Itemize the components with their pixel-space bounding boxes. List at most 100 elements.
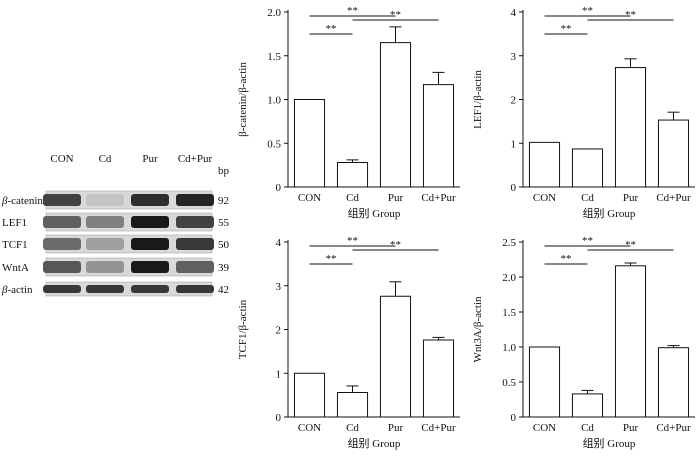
y-axis-label: LEF1/β-actin (472, 70, 484, 129)
significance-label: ** (347, 5, 358, 17)
bar (422, 84, 455, 188)
blot-band (131, 285, 169, 293)
western-blot-panel: CON Cd Pur Cd+Pur bp β-catenin 92 LEF1 55 TCF1 50 W… (0, 0, 240, 460)
blot-bp-value: 50 (218, 239, 230, 251)
blot-row-label: β-actin (1, 284, 33, 296)
significance-label: ** (625, 239, 636, 251)
western-blot-svg: CON Cd Pur Cd+Pur bp β-catenin 92 LEF1 55 TCF1 50 W… (1, 153, 230, 297)
y-tick-label: 3 (511, 51, 517, 63)
blot-band (131, 238, 169, 250)
blot-band (43, 285, 81, 293)
y-tick-label: 0 (276, 182, 282, 194)
x-tick-label: Pur (388, 422, 404, 434)
blot-band (43, 194, 81, 206)
blot-row-label: LEF1 (2, 217, 27, 229)
y-tick-label: 1.0 (502, 342, 516, 354)
blot-bp-value: 55 (218, 217, 230, 229)
y-tick-label: 0 (511, 412, 517, 424)
significance-label: ** (326, 253, 337, 265)
bar (571, 148, 604, 188)
blot-band (131, 194, 169, 206)
x-tick-label: Cd (581, 422, 594, 434)
chart-wnt3a: 0 0.5 1.0 1.5 2.0 2.5 CON Cd Pur Cd+Pur ** ** ** 组别 G… (465, 230, 700, 460)
blot-row-label: β-catenin (1, 195, 43, 207)
bar (422, 339, 455, 418)
blot-column-label: Cd+Pur (178, 153, 213, 165)
y-tick-label: 4 (511, 7, 517, 19)
y-tick-label: 3 (276, 281, 282, 293)
y-tick-label: 1.5 (267, 51, 281, 63)
x-tick-label: Cd (346, 422, 359, 434)
blot-band (43, 261, 81, 273)
blot-band (86, 216, 124, 228)
blot-row-label: TCF1 (2, 239, 28, 251)
y-tick-label: 1.0 (267, 95, 281, 107)
x-tick-label: Cd (581, 192, 594, 204)
blot-column-label: Cd (99, 153, 112, 165)
y-tick-label: 0.5 (502, 377, 516, 389)
x-tick-label: Pur (623, 422, 639, 434)
y-tick-label: 0 (276, 412, 282, 424)
y-tick-label: 2.0 (267, 7, 281, 19)
bar (614, 265, 647, 418)
bar (657, 119, 690, 188)
y-tick-label: 1.5 (502, 307, 516, 319)
blot-column-label: Pur (142, 153, 158, 165)
x-tick-label: Cd+Pur (421, 192, 456, 204)
blot-band (86, 285, 124, 293)
x-axis-label: 组别 Group (583, 206, 636, 220)
bar (336, 162, 369, 188)
bar (379, 295, 412, 418)
y-axis-label: β-catenin/β-actin (237, 62, 249, 137)
blot-band (86, 238, 124, 250)
blot-band (176, 261, 214, 273)
bar (336, 392, 369, 418)
significance-label: ** (390, 9, 401, 21)
significance-label: ** (561, 23, 572, 35)
bar (528, 346, 561, 418)
x-tick-label: Cd+Pur (656, 192, 691, 204)
bar (293, 372, 326, 418)
y-tick-label: 0.5 (267, 138, 281, 150)
y-tick-label: 1 (276, 368, 282, 380)
y-tick-label: 4 (276, 237, 282, 249)
x-axis-label: 组别 Group (348, 436, 401, 450)
blot-band (131, 261, 169, 273)
bar (293, 99, 326, 188)
y-tick-label: 0 (511, 182, 517, 194)
x-tick-label: Pur (388, 192, 404, 204)
significance-label: ** (347, 235, 358, 247)
x-axis-label: 组别 Group (583, 436, 636, 450)
bar (528, 141, 561, 188)
y-tick-label: 2 (511, 95, 517, 107)
x-tick-label: Cd+Pur (421, 422, 456, 434)
blot-band (43, 216, 81, 228)
x-tick-label: Cd (346, 192, 359, 204)
significance-label: ** (561, 253, 572, 265)
x-tick-label: CON (533, 422, 556, 434)
bar (379, 42, 412, 188)
x-tick-label: CON (533, 192, 556, 204)
blot-band (176, 285, 214, 293)
significance-label: ** (582, 5, 593, 17)
y-axis-label: Wnt3A/β-actin (472, 296, 484, 363)
blot-bp-value: 39 (218, 262, 230, 274)
y-tick-label: 2 (276, 325, 282, 337)
blot-band (86, 261, 124, 273)
x-axis-label: 组别 Group (348, 206, 401, 220)
x-tick-label: CON (298, 422, 321, 434)
x-tick-label: CON (298, 192, 321, 204)
significance-label: ** (326, 23, 337, 35)
blot-row-label: WntA (2, 262, 29, 274)
significance-label: ** (390, 239, 401, 251)
blot-column-label: CON (50, 153, 73, 165)
bar (571, 393, 604, 418)
blot-bp-value: 92 (218, 195, 229, 207)
chart-tcf1: 0 1 2 3 4 CON Cd Pur Cd+Pur ** ** ** 组别 Group TCF1/β-… (230, 230, 465, 460)
bar (614, 67, 647, 188)
blot-band (176, 194, 214, 206)
blot-band (176, 216, 214, 228)
y-tick-label: 2.0 (502, 272, 516, 284)
x-tick-label: Cd+Pur (656, 422, 691, 434)
y-tick-label: 1 (511, 138, 517, 150)
